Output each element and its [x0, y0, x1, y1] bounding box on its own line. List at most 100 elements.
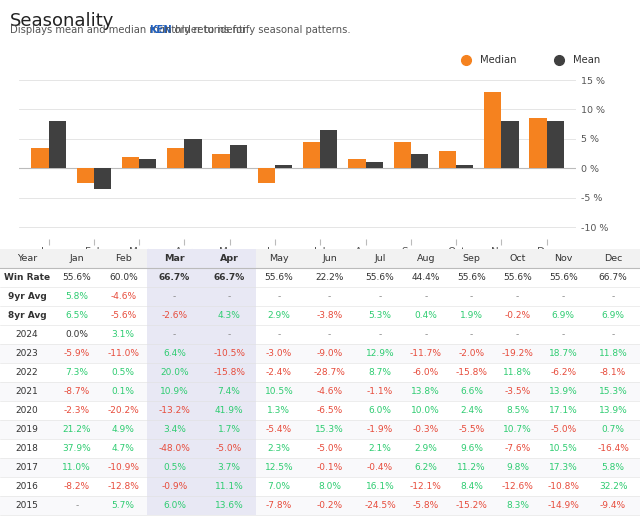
Text: 3.4%: 3.4% — [163, 425, 186, 435]
FancyBboxPatch shape — [302, 421, 357, 439]
Text: 9.8%: 9.8% — [506, 464, 529, 472]
Text: 6.4%: 6.4% — [163, 350, 186, 359]
FancyBboxPatch shape — [147, 458, 202, 477]
Text: 10.5%: 10.5% — [264, 387, 293, 396]
FancyBboxPatch shape — [54, 326, 100, 344]
FancyBboxPatch shape — [302, 287, 357, 307]
Text: 8.4%: 8.4% — [460, 482, 483, 491]
Bar — [258, 169, 275, 183]
Text: 6.6%: 6.6% — [460, 387, 483, 396]
Text: 2018: 2018 — [15, 445, 38, 454]
FancyBboxPatch shape — [100, 421, 147, 439]
FancyBboxPatch shape — [357, 344, 403, 363]
FancyBboxPatch shape — [256, 287, 302, 307]
Text: 0.1%: 0.1% — [112, 387, 135, 396]
Text: 17.3%: 17.3% — [549, 464, 578, 472]
Text: Year: Year — [17, 255, 37, 264]
Text: -8.2%: -8.2% — [63, 482, 90, 491]
Text: May: May — [269, 255, 289, 264]
Text: 13.8%: 13.8% — [412, 387, 440, 396]
Text: 9yr Avg: 9yr Avg — [8, 292, 46, 301]
FancyBboxPatch shape — [0, 268, 54, 287]
Text: 8yr Avg: 8yr Avg — [8, 311, 46, 320]
FancyBboxPatch shape — [256, 363, 302, 382]
Text: -0.3%: -0.3% — [413, 425, 439, 435]
FancyBboxPatch shape — [403, 382, 449, 402]
Text: 2.1%: 2.1% — [369, 445, 392, 454]
Text: -9.4%: -9.4% — [600, 501, 626, 510]
FancyBboxPatch shape — [495, 249, 540, 268]
FancyBboxPatch shape — [586, 268, 640, 287]
FancyBboxPatch shape — [540, 307, 586, 326]
FancyBboxPatch shape — [100, 326, 147, 344]
FancyBboxPatch shape — [495, 307, 540, 326]
FancyBboxPatch shape — [202, 307, 256, 326]
Text: 41.9%: 41.9% — [215, 406, 243, 415]
FancyBboxPatch shape — [100, 249, 147, 268]
FancyBboxPatch shape — [495, 402, 540, 421]
Text: Win Rate: Win Rate — [4, 274, 50, 282]
Text: 44.4%: 44.4% — [412, 274, 440, 282]
FancyBboxPatch shape — [449, 344, 495, 363]
Text: 1.3%: 1.3% — [268, 406, 291, 415]
FancyBboxPatch shape — [357, 458, 403, 477]
Text: 8.5%: 8.5% — [506, 406, 529, 415]
Text: Median: Median — [480, 55, 516, 66]
Text: -28.7%: -28.7% — [314, 369, 346, 377]
FancyBboxPatch shape — [302, 497, 357, 516]
Bar — [411, 153, 428, 169]
FancyBboxPatch shape — [302, 402, 357, 421]
Bar — [303, 142, 320, 169]
Text: -7.8%: -7.8% — [266, 501, 292, 510]
Text: -5.0%: -5.0% — [316, 445, 342, 454]
Text: KEN: KEN — [149, 25, 172, 35]
FancyBboxPatch shape — [403, 249, 449, 268]
FancyBboxPatch shape — [495, 326, 540, 344]
Bar — [275, 165, 292, 169]
Text: 13.9%: 13.9% — [549, 387, 578, 396]
FancyBboxPatch shape — [357, 477, 403, 497]
FancyBboxPatch shape — [449, 326, 495, 344]
FancyBboxPatch shape — [100, 344, 147, 363]
Text: 2.4%: 2.4% — [460, 406, 483, 415]
FancyBboxPatch shape — [0, 344, 54, 363]
Text: Mean: Mean — [573, 55, 601, 66]
FancyBboxPatch shape — [357, 287, 403, 307]
Text: -15.8%: -15.8% — [213, 369, 245, 377]
Text: -: - — [424, 292, 428, 301]
FancyBboxPatch shape — [202, 382, 256, 402]
Text: -10.9%: -10.9% — [108, 464, 140, 472]
Text: -19.2%: -19.2% — [502, 350, 533, 359]
FancyBboxPatch shape — [540, 402, 586, 421]
FancyBboxPatch shape — [357, 268, 403, 287]
FancyBboxPatch shape — [147, 287, 202, 307]
FancyBboxPatch shape — [495, 439, 540, 458]
Text: -0.4%: -0.4% — [367, 464, 393, 472]
FancyBboxPatch shape — [256, 307, 302, 326]
FancyBboxPatch shape — [540, 287, 586, 307]
FancyBboxPatch shape — [256, 326, 302, 344]
Text: 10.0%: 10.0% — [412, 406, 440, 415]
Bar — [529, 118, 547, 169]
FancyBboxPatch shape — [540, 268, 586, 287]
FancyBboxPatch shape — [302, 344, 357, 363]
Text: -: - — [470, 330, 473, 340]
FancyBboxPatch shape — [202, 268, 256, 287]
FancyBboxPatch shape — [586, 249, 640, 268]
FancyBboxPatch shape — [54, 287, 100, 307]
Text: -: - — [378, 292, 381, 301]
Text: 4.3%: 4.3% — [218, 311, 241, 320]
FancyBboxPatch shape — [147, 307, 202, 326]
Text: 20.0%: 20.0% — [160, 369, 189, 377]
Text: 60.0%: 60.0% — [109, 274, 138, 282]
Text: -5.6%: -5.6% — [110, 311, 136, 320]
Text: -2.6%: -2.6% — [161, 311, 188, 320]
Text: 10.9%: 10.9% — [160, 387, 189, 396]
Text: -4.6%: -4.6% — [316, 387, 342, 396]
Text: 2019: 2019 — [15, 425, 38, 435]
FancyBboxPatch shape — [256, 497, 302, 516]
FancyBboxPatch shape — [54, 458, 100, 477]
Text: 55.6%: 55.6% — [62, 274, 91, 282]
Text: Jun: Jun — [322, 255, 337, 264]
Text: in order to identify seasonal patterns.: in order to identify seasonal patterns. — [159, 25, 350, 35]
